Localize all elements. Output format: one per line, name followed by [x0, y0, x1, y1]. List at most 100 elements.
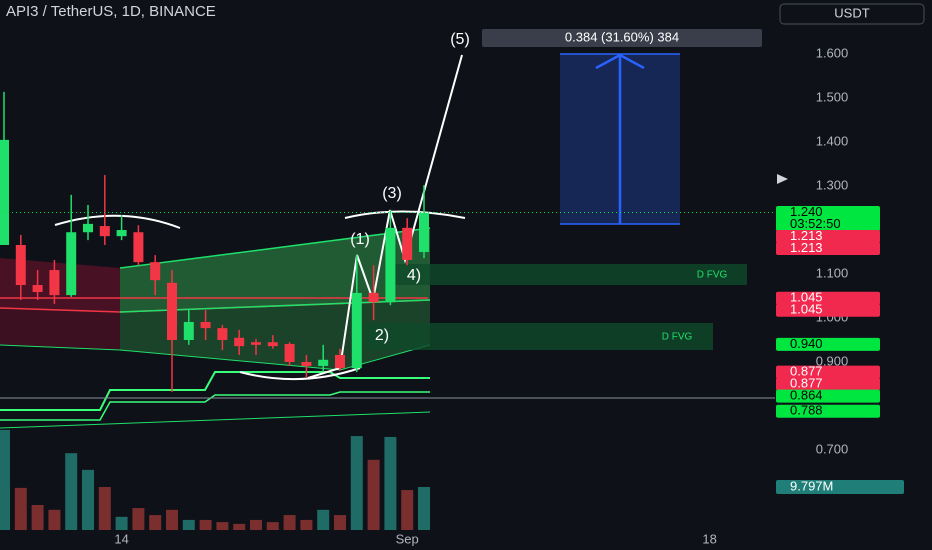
price-badge: [776, 389, 880, 403]
candle-body: [133, 232, 144, 263]
volume-bar: [149, 515, 162, 530]
price-badge-label: 0.864: [790, 388, 823, 403]
volume-bar: [266, 522, 279, 530]
y-tick-label: 1.400: [816, 134, 849, 149]
price-badge: [776, 303, 880, 317]
band-line: [119, 227, 431, 269]
y-tick-label: 1.500: [816, 90, 849, 105]
price-badge: [776, 377, 880, 391]
y-tick-label: 0.900: [816, 353, 849, 368]
candle-body: [99, 226, 110, 237]
candle-body: [183, 321, 194, 340]
candle-body: [49, 270, 60, 296]
wave-label: (5): [450, 31, 470, 48]
candle-body: [318, 359, 329, 366]
measure-label: 0.384 (31.60%) 384: [565, 29, 679, 44]
candle-body: [15, 244, 26, 286]
volume-bar: [250, 519, 262, 530]
candle-body: [217, 328, 228, 340]
countdown: 03:52:50: [790, 216, 841, 231]
price-badge-label: 0.877: [790, 364, 823, 379]
volume-bar: [334, 515, 346, 530]
axis-marker: [777, 174, 788, 184]
volume-bar: [233, 523, 246, 530]
volume-bar: [199, 519, 212, 530]
y-tick-label: 1.600: [816, 46, 849, 61]
candle-body: [234, 337, 245, 347]
trail-line: [0, 411, 431, 429]
trail-line: [0, 371, 430, 411]
volume-bar: [384, 436, 397, 530]
fvg-box: [365, 323, 713, 350]
candle-body: [335, 354, 345, 369]
arc: [239, 367, 361, 381]
arc: [344, 210, 466, 219]
volume-bar: [65, 453, 78, 530]
fvg-box: [395, 264, 747, 285]
volume-bar: [0, 429, 10, 530]
measure-label-box: [482, 29, 762, 47]
volume-bar: [14, 487, 27, 530]
volume-badge-label: 9.797M: [790, 478, 833, 493]
price-badge: [776, 365, 880, 379]
price-badge-label: 0.940: [790, 336, 823, 351]
volume-bar: [132, 508, 145, 530]
candle-body: [167, 282, 177, 340]
y-tick-label: 1.100: [816, 265, 849, 280]
band-line: [0, 344, 431, 371]
price-badge-label: 1.213: [790, 240, 823, 255]
candle-body: [419, 212, 429, 253]
candle-body: [116, 230, 127, 237]
candle-body: [368, 292, 379, 303]
fvg-label: D FVG: [697, 270, 728, 281]
price-badge-label: 0.788: [790, 403, 823, 418]
volume-bar: [182, 519, 195, 530]
chart-title: API3 / TetherUS, 1D, BINANCE: [6, 3, 216, 20]
candle-body: [284, 343, 295, 362]
fvg-label: D FVG: [662, 332, 693, 343]
candle-body: [385, 227, 396, 303]
price-badge: [776, 291, 880, 305]
candle-body: [267, 342, 278, 347]
candle-body: [251, 342, 261, 345]
volume-bar: [300, 519, 313, 530]
candle-body: [402, 227, 413, 260]
volume-bar: [367, 459, 380, 530]
x-tick-label: Sep: [396, 531, 419, 546]
arc: [54, 214, 181, 229]
candle-body: [301, 361, 312, 366]
candle-body: [150, 262, 161, 281]
price-badge: [776, 241, 880, 255]
volume-bar: [48, 509, 61, 530]
candle-body: [32, 285, 43, 293]
measure-arrow: [595, 53, 645, 70]
y-tick-label: 1.300: [816, 177, 849, 192]
price-badge-label: 1.045: [790, 290, 823, 305]
price-axis: [775, 0, 932, 550]
price-badge-label: 1.240: [790, 204, 823, 219]
y-tick-label: 0.700: [816, 441, 849, 456]
candle-body: [83, 223, 93, 233]
wave-label: 2): [375, 327, 389, 344]
volume-bar: [115, 516, 128, 530]
x-tick-label: 14: [114, 531, 128, 546]
candle-body: [200, 321, 211, 329]
candle-body: [0, 139, 9, 245]
volume-bar: [350, 436, 363, 530]
candle-body: [351, 292, 362, 369]
volume-bar: [317, 509, 330, 530]
wave-label: (1): [350, 231, 370, 248]
volume-bar: [401, 490, 414, 530]
volume-bar: [418, 487, 430, 530]
wave-label: (3): [382, 185, 402, 202]
volume-bar: [82, 469, 94, 530]
price-badge: [776, 337, 880, 351]
volume-bar: [166, 509, 178, 530]
price-badge-label: 1.213: [790, 228, 823, 243]
candle-body: [66, 232, 77, 296]
x-tick-label: 18: [702, 531, 716, 546]
price-badge: [776, 229, 880, 243]
currency-box[interactable]: [779, 3, 925, 25]
currency[interactable]: USDT: [834, 5, 869, 20]
